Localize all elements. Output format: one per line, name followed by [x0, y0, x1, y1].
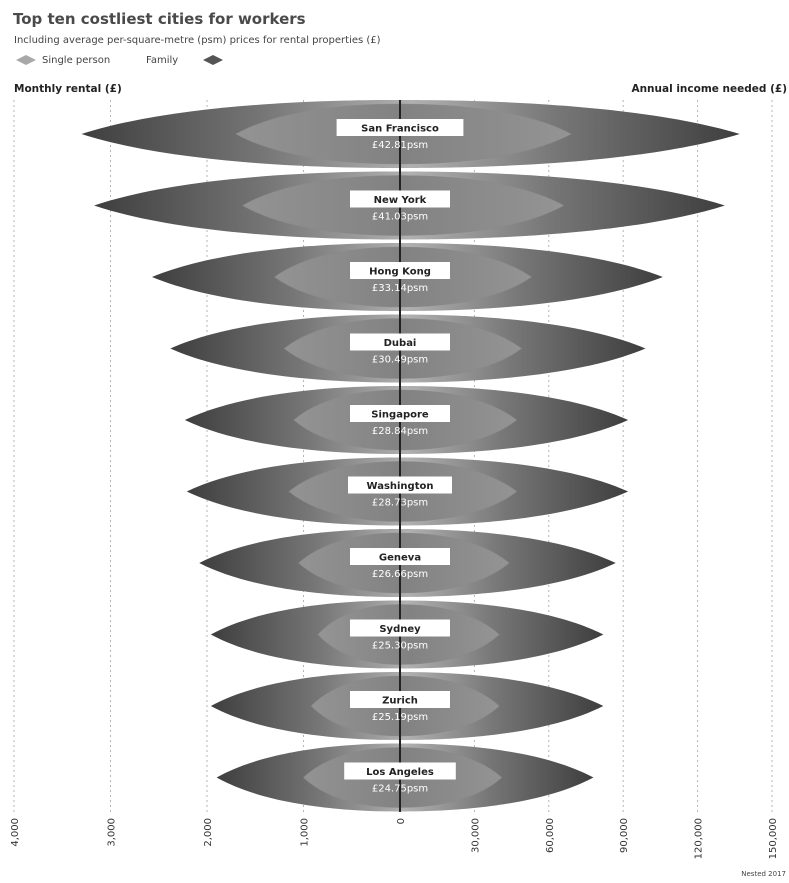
right-tick-label-30-000: 30,000: [470, 818, 481, 853]
source-note: Nested 2017: [741, 870, 786, 878]
legend-single-person-swatch: [16, 55, 36, 65]
city-label-new-york: New York: [374, 195, 427, 206]
right-axis-title: Annual income needed (£): [631, 83, 787, 95]
city-label-box-geneva: [350, 548, 450, 565]
city-label-box-new-york: [350, 190, 450, 208]
left-tick-label-1-000: 1,000: [300, 818, 311, 847]
left-tick-label-2-000: 2,000: [203, 818, 214, 847]
left-tick-label-4-000: 4,000: [10, 818, 21, 847]
city-labels: San Francisco £42.81psm New York £41.03psm H…: [336, 119, 464, 795]
city-label-zurich: Zurich: [382, 696, 418, 707]
psm-label-washington: £28.73psm: [372, 498, 428, 509]
city-label-geneva: Geneva: [379, 553, 421, 564]
right-tick-label-60-000: 60,000: [545, 818, 556, 853]
psm-label-dubai: £30.49psm: [372, 355, 428, 366]
psm-label-sydney: £25.30psm: [372, 641, 428, 652]
right-tick-label-150-000: 150,000: [768, 818, 779, 859]
psm-label-geneva: £26.66psm: [372, 569, 428, 580]
city-label-box-singapore: [350, 405, 450, 422]
chart-header: Top ten costliest cities for workers Inc…: [13, 10, 381, 66]
city-label-box-sydney: [350, 619, 450, 637]
left-tick-label-0: 0: [396, 818, 407, 824]
psm-label-new-york: £41.03psm: [372, 212, 428, 223]
city-label-dubai: Dubai: [384, 338, 417, 349]
city-label-singapore: Singapore: [371, 410, 429, 421]
city-label-sydney: Sydney: [379, 624, 421, 635]
city-label-san-francisco: San Francisco: [361, 124, 439, 135]
city-label-box-los-angeles: [344, 762, 456, 780]
chart-subtitle: Including average per-square-metre (psm)…: [14, 35, 381, 46]
legend-family-label: Family: [146, 55, 178, 66]
city-label-box-washington: [348, 476, 452, 494]
right-tick-label-90-000: 90,000: [619, 818, 630, 853]
city-label-box-san-francisco: [336, 119, 464, 136]
psm-label-hong-kong: £33.14psm: [372, 283, 428, 294]
city-label-box-hong-kong: [350, 262, 450, 279]
grid-lines: [13, 100, 773, 812]
left-axis-title: Monthly rental (£): [14, 83, 122, 95]
city-label-los-angeles: Los Angeles: [366, 767, 434, 778]
right-tick-label-120-000: 120,000: [694, 818, 705, 859]
legend-single-person-label: Single person: [42, 55, 110, 66]
psm-label-singapore: £28.84psm: [372, 426, 428, 437]
city-label-washington: Washington: [367, 481, 434, 492]
psm-label-los-angeles: £24.75psm: [372, 784, 428, 795]
axis-ticks: 0 1,000 2,000 3,000 4,000 30,000 60,000 90,000 1…: [10, 818, 779, 859]
psm-label-zurich: £25.19psm: [372, 712, 428, 723]
left-tick-label-3-000: 3,000: [107, 818, 118, 847]
legend-family-swatch: [203, 55, 223, 65]
city-label-box-dubai: [350, 333, 450, 351]
legend: Single person Family: [16, 55, 223, 66]
city-label-hong-kong: Hong Kong: [369, 267, 431, 278]
psm-label-san-francisco: £42.81psm: [372, 140, 428, 151]
chart-title: Top ten costliest cities for workers: [13, 10, 306, 28]
city-label-box-zurich: [350, 691, 450, 708]
